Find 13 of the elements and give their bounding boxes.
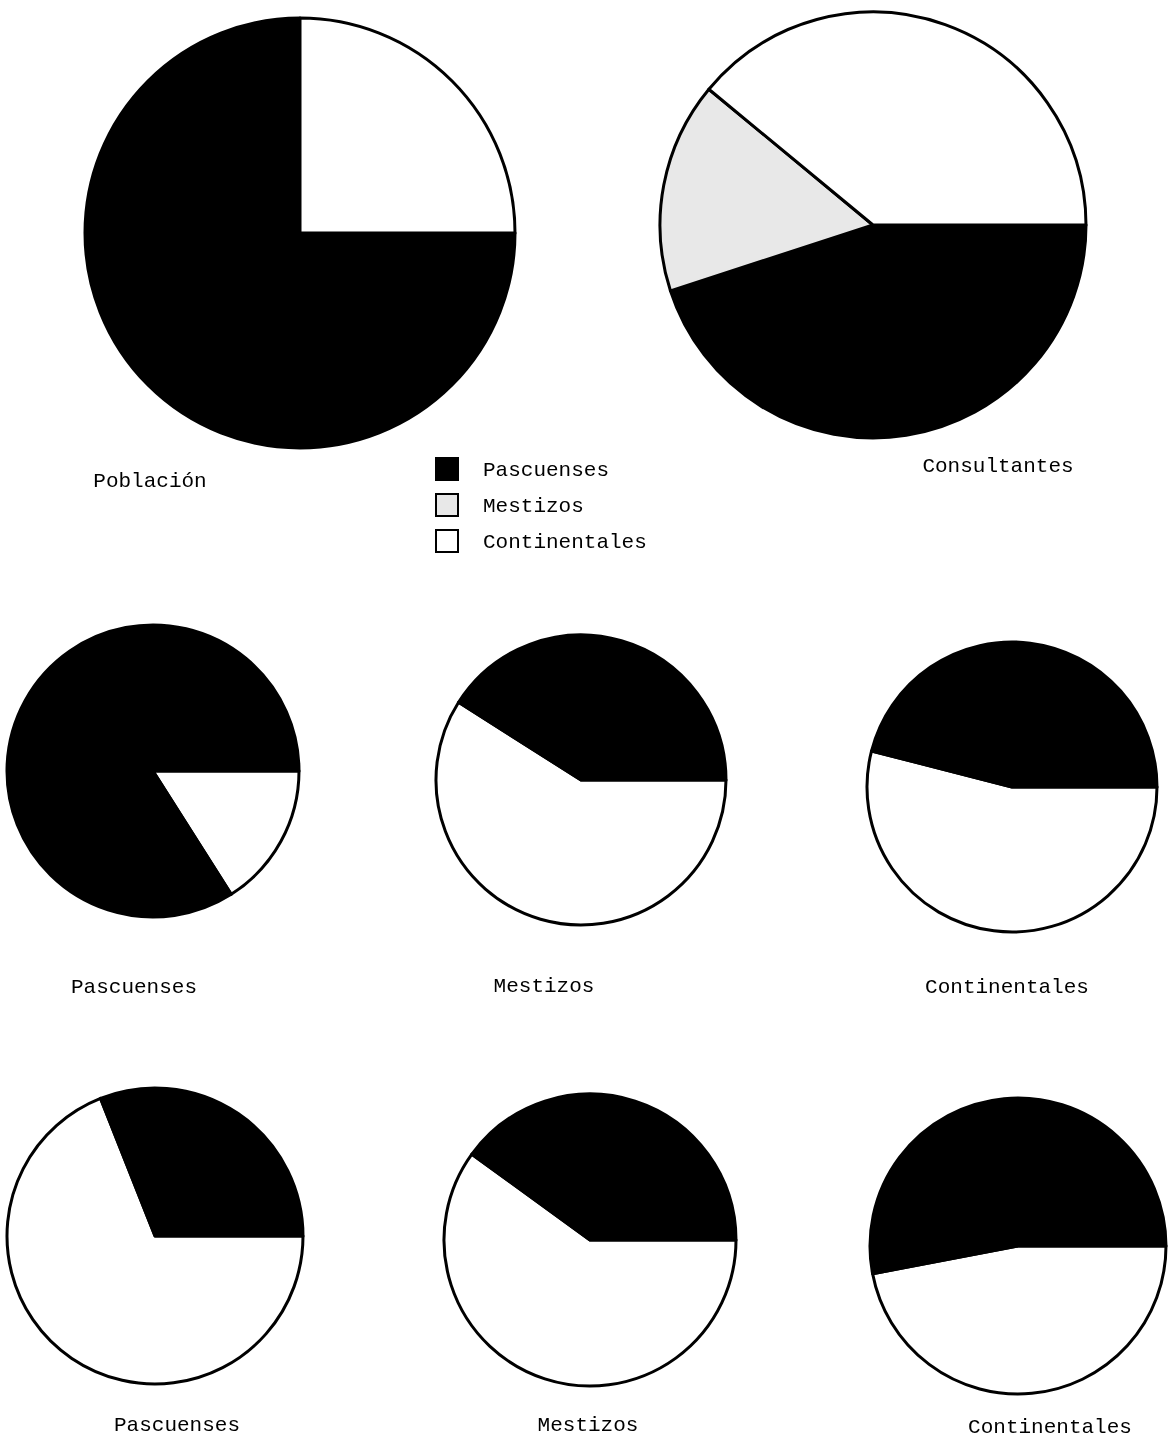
text: Mestizos [493,975,595,998]
text: Pascuenses [113,1414,241,1437]
pie-slice [5,623,301,919]
text: Pascuenses [70,976,198,999]
text: Continentales [925,976,1089,999]
legend-label: Continentales [483,531,647,554]
text: Mestizos [537,1414,639,1437]
pie-slice [83,16,517,450]
legend-label: Pascuenses [483,459,610,482]
legend-label: Mestizos [483,495,584,518]
text: Consultantes [922,455,1074,478]
text: Población [93,470,207,493]
text: Continentales [968,1416,1132,1439]
